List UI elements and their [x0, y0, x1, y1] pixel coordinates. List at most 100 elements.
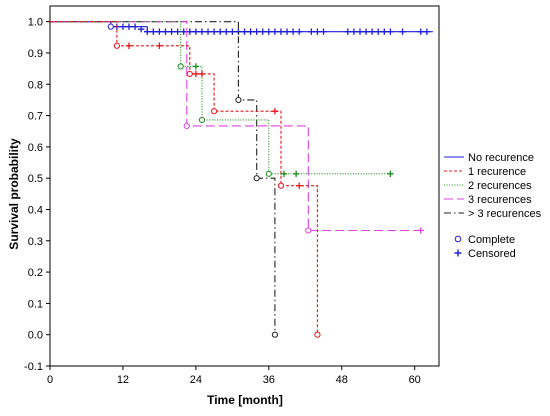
censored-marker: [417, 28, 424, 35]
y-tick-label: 0.3: [28, 236, 43, 248]
y-tick-label: 0.1: [28, 298, 43, 310]
censored-marker: [280, 170, 288, 177]
series-line: [50, 21, 391, 175]
censored-marker: [387, 170, 394, 177]
censored-marker: [375, 28, 382, 35]
censored-marker: [210, 28, 218, 35]
censored-marker: [137, 25, 145, 33]
censored-marker: [229, 28, 236, 35]
censored-marker: [223, 28, 230, 35]
complete-marker: [235, 96, 242, 104]
y-tick-label: 0.2: [28, 267, 43, 279]
complete-marker: [211, 108, 218, 115]
complete-marker: [107, 23, 114, 30]
y-tick-label: 0.8: [28, 79, 43, 91]
censored-marker: [144, 28, 151, 35]
censored-marker: [241, 28, 248, 35]
complete-marker: [265, 170, 272, 177]
censored-marker: [368, 28, 376, 35]
censored-marker: [320, 28, 327, 35]
censored-marker: [247, 28, 254, 35]
complete-marker: [198, 116, 206, 124]
censored-marker: [156, 28, 163, 35]
y-tick-label: 1.0: [28, 17, 43, 29]
censored-marker: [314, 28, 321, 35]
legend-label: 1 recurence: [468, 166, 526, 178]
censored-marker: [235, 28, 242, 35]
censored-marker: [156, 42, 163, 49]
complete-marker: [277, 182, 285, 189]
series-line: [50, 21, 421, 232]
censored-marker: [350, 28, 358, 35]
legend-censored-marker: [454, 249, 462, 257]
censored-marker: [423, 28, 431, 35]
censored-marker: [296, 182, 303, 189]
complete-marker: [183, 122, 190, 129]
x-tick-label: 12: [117, 374, 129, 386]
censored-marker: [417, 227, 424, 234]
censored-marker: [253, 28, 260, 35]
y-tick-label: 0.4: [28, 204, 43, 216]
censored-marker: [180, 28, 187, 35]
series-line: [50, 21, 276, 335]
x-axis-title: Time [month]: [207, 393, 283, 407]
y-tick-label: -0.1: [24, 361, 43, 373]
complete-marker: [113, 42, 120, 49]
censored-marker: [271, 107, 279, 115]
legend-label: > 3 recurences: [468, 208, 542, 220]
censored-marker: [192, 28, 200, 35]
legend-label: 3 recurences: [468, 194, 532, 206]
series-line: [50, 21, 433, 33]
censored-marker: [150, 28, 157, 35]
y-tick-label: 0.5: [28, 173, 43, 185]
x-tick-label: 24: [190, 374, 202, 386]
censored-marker: [344, 28, 352, 35]
censored-marker: [192, 70, 200, 78]
censored-marker: [162, 28, 169, 35]
legend-label: Censored: [468, 248, 516, 260]
x-tick-label: 0: [47, 374, 53, 386]
censored-marker: [381, 28, 388, 35]
censored-marker: [174, 28, 181, 35]
y-tick-label: 0.7: [28, 111, 43, 123]
series-line: [50, 21, 318, 335]
censored-marker: [308, 28, 315, 35]
legend-label: No recurence: [468, 152, 534, 164]
censored-marker: [289, 28, 297, 35]
censored-marker: [125, 23, 133, 30]
censored-marker: [387, 28, 394, 35]
censored-marker: [277, 28, 285, 35]
censored-marker: [283, 28, 291, 35]
censored-marker: [204, 28, 212, 35]
censored-marker: [198, 28, 206, 35]
censored-marker: [216, 28, 224, 35]
complete-marker: [177, 63, 184, 70]
censored-marker: [259, 28, 266, 35]
legend-label: Complete: [468, 234, 515, 246]
censored-marker: [192, 63, 200, 70]
censored-marker: [356, 28, 364, 35]
y-tick-label: 0.0: [28, 330, 43, 342]
plot-frame: [49, 5, 440, 367]
censored-marker: [292, 170, 300, 177]
censored-marker: [271, 28, 279, 35]
complete-marker: [186, 70, 193, 78]
censored-marker: [198, 70, 206, 78]
censored-marker: [362, 28, 370, 35]
legend-label: 2 recurences: [468, 180, 532, 192]
censored-marker: [119, 23, 127, 30]
legend-complete-marker: [454, 235, 462, 243]
censored-marker: [265, 28, 273, 35]
censored-marker: [399, 28, 406, 35]
y-axis-title: Survival probability: [7, 138, 21, 250]
y-tick-label: 0.9: [28, 48, 43, 60]
x-tick-label: 36: [263, 374, 275, 386]
censored-marker: [168, 28, 175, 35]
censored-marker: [186, 28, 193, 35]
x-tick-label: 60: [409, 374, 421, 386]
x-tick-label: 48: [336, 374, 348, 386]
censored-marker: [131, 23, 139, 30]
y-tick-label: 0.6: [28, 142, 43, 154]
